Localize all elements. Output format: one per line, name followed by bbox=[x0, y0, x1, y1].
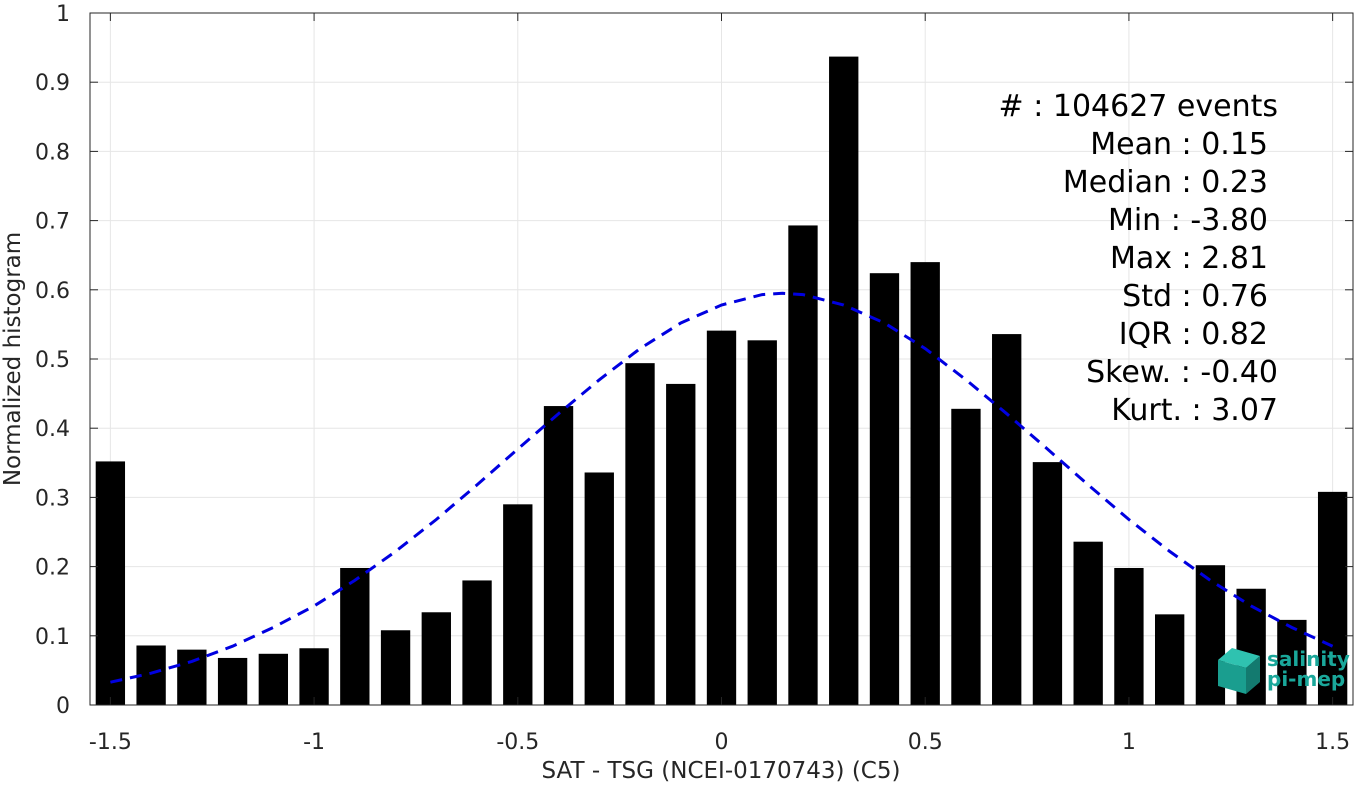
y-tick-label: 0.3 bbox=[35, 486, 70, 511]
stats-mean: Mean : 0.15 bbox=[1090, 127, 1268, 162]
histogram-bar bbox=[299, 648, 329, 705]
x-tick-label: -0.5 bbox=[496, 730, 539, 755]
x-tick-label: -1.5 bbox=[89, 730, 132, 755]
histogram-bar bbox=[951, 408, 981, 705]
histogram-bar bbox=[503, 504, 533, 705]
stats-box: # : 104627 events Mean : 0.15 Median : 0… bbox=[999, 89, 1278, 428]
histogram-bar bbox=[543, 406, 574, 705]
y-tick-label: 0.7 bbox=[35, 210, 70, 235]
histogram-bar bbox=[217, 657, 248, 705]
bars bbox=[95, 56, 1348, 705]
stats-min: Min : -3.80 bbox=[1108, 203, 1268, 238]
stats-max: Max : 2.81 bbox=[1110, 241, 1268, 276]
y-tick-label: 0.4 bbox=[35, 417, 70, 442]
histogram-bar bbox=[340, 567, 370, 705]
histogram-bar bbox=[95, 461, 126, 705]
normal-fit-curve bbox=[110, 291, 1334, 684]
stats-median: Median : 0.23 bbox=[1063, 165, 1268, 200]
histogram-bar bbox=[1317, 491, 1348, 705]
histogram-bar bbox=[869, 273, 900, 705]
histogram-bar bbox=[421, 612, 451, 705]
histogram-bar bbox=[910, 262, 940, 705]
logo-line-1: salinity bbox=[1267, 647, 1350, 671]
salinity-pimep-logo: salinity pi-mep bbox=[1218, 647, 1350, 694]
logo-cube-icon bbox=[1218, 648, 1260, 694]
y-tick-label: 1 bbox=[56, 2, 70, 27]
x-axis-ticks: -1.5 -1 -0.5 0 0.5 1 1.5 bbox=[89, 13, 1350, 755]
histogram-bar bbox=[584, 472, 614, 705]
y-tick-label: 0.6 bbox=[35, 279, 70, 304]
histogram-bar bbox=[258, 653, 289, 705]
logo-line-2: pi-mep bbox=[1267, 667, 1345, 691]
y-tick-label: 0.2 bbox=[35, 556, 70, 581]
histogram-bar bbox=[177, 649, 207, 705]
histogram-bar bbox=[1114, 567, 1144, 705]
histogram-bar bbox=[1032, 462, 1063, 705]
x-tick-label: 0 bbox=[715, 730, 729, 755]
y-tick-label: 0.9 bbox=[35, 71, 70, 96]
stats-iqr: IQR : 0.82 bbox=[1119, 317, 1268, 352]
histogram-bar bbox=[1277, 619, 1307, 705]
histogram-bar bbox=[1073, 541, 1103, 705]
x-tick-label: 1 bbox=[1122, 730, 1136, 755]
histogram-bar bbox=[788, 225, 818, 705]
y-tick-label: 0 bbox=[56, 694, 70, 719]
histogram-bar bbox=[462, 580, 492, 705]
histogram-bar bbox=[380, 630, 411, 705]
y-axis-label: Normalized histogram bbox=[0, 232, 26, 486]
stats-std: Std : 0.76 bbox=[1122, 279, 1268, 314]
histogram-bar bbox=[747, 340, 777, 705]
stats-kurt: Kurt. : 3.07 bbox=[1111, 393, 1278, 428]
y-tick-label: 0.1 bbox=[35, 625, 70, 650]
y-tick-label: 0.5 bbox=[35, 348, 70, 373]
x-tick-label: 1.5 bbox=[1315, 730, 1350, 755]
y-axis-ticks: 0 0.1 0.2 0.3 0.4 0.5 0.6 0.7 0.8 0.9 1 bbox=[35, 2, 1353, 719]
y-tick-label: 0.8 bbox=[35, 140, 70, 165]
histogram-bar bbox=[625, 363, 655, 705]
x-tick-label: 0.5 bbox=[908, 730, 943, 755]
stats-skew: Skew. : -0.40 bbox=[1086, 355, 1278, 390]
histogram-bar bbox=[829, 56, 859, 705]
x-axis-label: SAT - TSG (NCEI-0170743) (C5) bbox=[542, 758, 901, 784]
histogram-bar bbox=[706, 330, 737, 705]
stats-count: # : 104627 events bbox=[999, 89, 1278, 124]
histogram-bar bbox=[992, 334, 1022, 705]
x-tick-label: -1 bbox=[303, 730, 325, 755]
histogram-bar bbox=[1154, 614, 1185, 705]
histogram-bar bbox=[666, 383, 696, 705]
